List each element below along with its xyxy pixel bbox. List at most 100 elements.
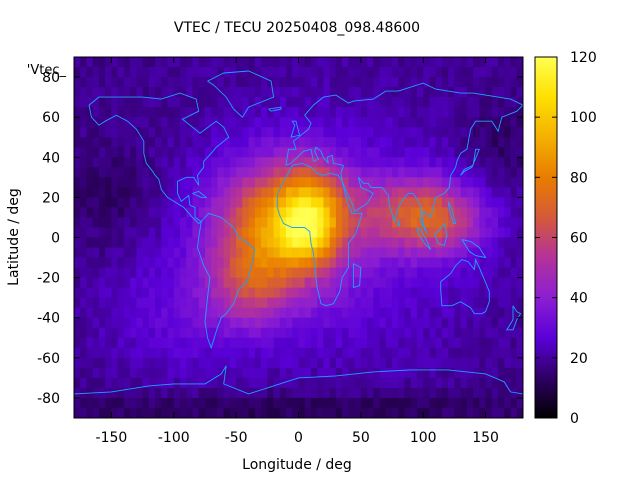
heatmap-cell: [398, 167, 406, 178]
heatmap-cell: [404, 387, 412, 399]
heatmap-cell: [367, 257, 374, 269]
heatmap-cell: [335, 367, 343, 379]
heatmap-cell: [286, 367, 293, 379]
heatmap-cell: [223, 87, 231, 98]
heatmap-cell: [298, 77, 306, 88]
heatmap-cell: [416, 277, 424, 289]
heatmap-cell: [142, 197, 150, 209]
heatmap-cell: [92, 167, 100, 178]
heatmap-cell: [211, 257, 219, 269]
heatmap-cell: [105, 327, 113, 339]
heatmap-cell: [441, 207, 449, 219]
heatmap-cell: [510, 377, 518, 389]
heatmap-cell: [423, 247, 431, 259]
heatmap-cell: [167, 117, 175, 128]
heatmap-cell: [148, 377, 156, 389]
heatmap-cell: [136, 307, 144, 319]
heatmap-cell: [460, 167, 468, 178]
heatmap-cell: [98, 407, 106, 418]
heatmap-cell: [186, 377, 194, 389]
heatmap-cell: [416, 217, 424, 229]
heatmap-cell: [111, 237, 119, 249]
heatmap-cell: [354, 337, 362, 349]
heatmap-cell: [423, 127, 431, 138]
heatmap-cell: [373, 327, 381, 339]
heatmap-cell: [485, 167, 493, 178]
heatmap-cell: [173, 297, 181, 309]
heatmap-cell: [491, 77, 499, 88]
heatmap-cell: [223, 397, 231, 409]
heatmap-cell: [173, 237, 181, 249]
heatmap-cell: [373, 287, 381, 299]
heatmap-cell: [98, 337, 106, 349]
heatmap-cell: [416, 307, 424, 319]
heatmap-cell: [304, 357, 312, 369]
heatmap-cell: [111, 397, 119, 409]
heatmap-cell: [448, 327, 456, 339]
heatmap-cell: [435, 157, 443, 168]
heatmap-cell: [392, 237, 399, 249]
heatmap-cell: [429, 127, 437, 138]
heatmap-cell: [223, 407, 231, 418]
heatmap-cell: [348, 97, 356, 108]
heatmap-cell: [298, 207, 306, 219]
heatmap-cell: [398, 347, 406, 359]
heatmap-cell: [379, 227, 387, 239]
heatmap-cell: [86, 327, 94, 339]
heatmap-cell: [373, 337, 381, 349]
heatmap-cell: [80, 207, 88, 219]
heatmap-cell: [130, 227, 137, 239]
heatmap-cell: [155, 107, 162, 118]
x-tick-label: -100: [158, 430, 190, 446]
heatmap-cell: [167, 337, 175, 349]
heatmap-cell: [267, 87, 275, 98]
heatmap-cell: [298, 317, 306, 329]
heatmap-cell: [473, 347, 480, 359]
heatmap-cell: [335, 227, 343, 239]
heatmap-cell: [217, 247, 225, 259]
heatmap-cell: [504, 87, 512, 98]
heatmap-cell: [211, 297, 219, 309]
heatmap-cell: [510, 137, 518, 148]
heatmap-cell: [498, 367, 505, 379]
heatmap-cell: [254, 67, 262, 78]
heatmap-cell: [229, 357, 237, 369]
heatmap-cell: [423, 177, 431, 188]
heatmap-cell: [204, 87, 212, 98]
coastline-path: [192, 190, 208, 198]
heatmap-cell: [248, 287, 256, 299]
heatmap-cell: [248, 187, 256, 198]
heatmap-cell: [211, 77, 219, 88]
heatmap-cell: [454, 397, 462, 409]
heatmap-cell: [379, 257, 387, 269]
heatmap-cell: [342, 317, 349, 329]
heatmap-cell: [279, 77, 287, 88]
heatmap-cell: [485, 357, 493, 369]
heatmap-cell: [292, 177, 300, 188]
heatmap-cell: [173, 267, 181, 279]
heatmap-cell: [155, 57, 162, 68]
heatmap-cell: [111, 287, 119, 299]
heatmap-cell: [136, 77, 144, 88]
heatmap-cell: [261, 277, 268, 289]
heatmap-cell: [329, 87, 337, 98]
heatmap-cell: [410, 127, 418, 138]
heatmap-cell: [80, 247, 88, 259]
heatmap-cell: [98, 397, 106, 409]
heatmap-cell: [123, 97, 131, 108]
heatmap-cell: [304, 337, 312, 349]
heatmap-cell: [142, 317, 150, 329]
heatmap-cell: [423, 87, 431, 98]
heatmap-cell: [516, 147, 523, 158]
heatmap-cell: [173, 97, 181, 108]
heatmap-cell: [123, 187, 131, 198]
heatmap-cell: [211, 227, 219, 239]
heatmap-cell: [192, 337, 200, 349]
heatmap-cell: [317, 267, 325, 279]
heatmap-cell: [385, 147, 393, 158]
heatmap-cell: [404, 297, 412, 309]
heatmap-cell: [117, 127, 125, 138]
heatmap-cell: [367, 267, 374, 279]
series-key: 'Vtec_: [27, 63, 67, 78]
heatmap-cell: [105, 387, 113, 399]
